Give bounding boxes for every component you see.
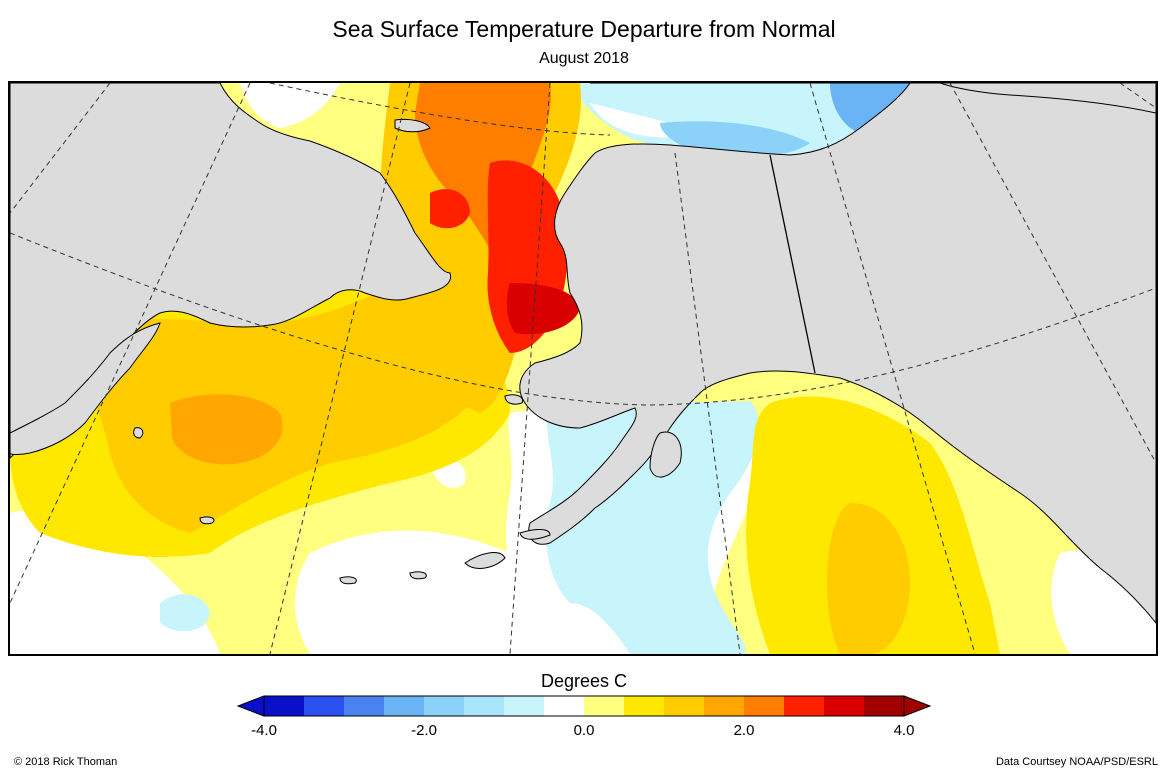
data-source-credit: Data Courtsey NOAA/PSD/ESRL xyxy=(995,756,1158,768)
hot-patch-nw xyxy=(430,189,470,229)
warm-patch-se-core xyxy=(827,503,910,654)
colorbar-segment xyxy=(264,696,304,716)
land-aleutian-3 xyxy=(409,571,427,580)
copyright-credit: © 2018 Rick Thoman xyxy=(14,756,118,768)
colorbar-segment xyxy=(624,696,664,716)
land xyxy=(10,83,1156,624)
map-subtitle: August 2018 xyxy=(539,50,629,67)
colorbar-segment xyxy=(504,696,544,716)
land-aleutian-4 xyxy=(339,576,357,585)
colorbar-low-arrow xyxy=(236,695,265,717)
land-commander xyxy=(133,427,144,439)
land-aleutian-5 xyxy=(199,516,215,525)
warm-orange-patch xyxy=(170,394,283,465)
land-alaska xyxy=(519,83,1156,624)
cool-patch-gulf xyxy=(546,401,760,654)
colorbar-segment xyxy=(744,696,784,716)
cool-patch-arctic xyxy=(570,83,910,160)
land-aleutian-1 xyxy=(464,552,506,569)
colorbar-segment xyxy=(824,696,864,716)
colorbar-segment xyxy=(384,696,424,716)
warm-mid-patch-bering xyxy=(70,273,483,533)
graticule-parallel-70 xyxy=(269,83,611,136)
colorbar-tick-label: 2.0 xyxy=(733,722,755,739)
colorbar-tick-label: -4.0 xyxy=(251,722,277,739)
graticule-meridian-6 xyxy=(809,83,976,654)
colorbar-segment xyxy=(304,696,344,716)
colorbar-tick-label: 0.0 xyxy=(573,722,595,739)
colorbar-segment xyxy=(664,696,704,716)
land-kodiak xyxy=(649,431,682,478)
graticule-meridian-2 xyxy=(10,83,251,604)
cool-strong-patch xyxy=(830,83,910,131)
land-aleutian-2 xyxy=(519,529,551,540)
colorbar-segment xyxy=(704,696,744,716)
graticule-meridian-5 xyxy=(674,152,741,654)
colorbar-segment xyxy=(424,696,464,716)
graticule-meridian-8 xyxy=(1119,83,1156,109)
colorbar-segment xyxy=(344,696,384,716)
graticule-parallel-60 xyxy=(10,232,1156,406)
land-victoria xyxy=(939,83,1156,114)
colorbar-segment xyxy=(544,696,584,716)
colorbar-segment xyxy=(464,696,504,716)
graticule-meridian-7 xyxy=(949,83,1156,464)
land-st-lawrence xyxy=(394,118,431,133)
legend-title: Degrees C xyxy=(540,671,628,691)
hottest-patch-norton xyxy=(506,283,580,335)
colorbar-high-arrow xyxy=(903,695,932,717)
neutral-patch-arctic xyxy=(240,83,340,128)
alaska-canada-border xyxy=(769,154,816,374)
map-title: Sea Surface Temperature Departure from N… xyxy=(332,16,836,42)
cool-patch-sw xyxy=(160,594,210,632)
graticule xyxy=(10,83,1156,654)
colorbar-segment xyxy=(864,696,904,716)
land-kamchatka-coast xyxy=(10,322,161,455)
colorbar-tick-label: 4.0 xyxy=(893,722,915,739)
colorbar-segment xyxy=(784,696,824,716)
warm-strong-patch-chukchi xyxy=(415,83,551,263)
colorbar xyxy=(236,695,932,717)
colorbar-outline xyxy=(263,695,905,717)
colorbar-tick-label: -2.0 xyxy=(411,722,437,739)
land-nunivak xyxy=(504,394,524,405)
graticule-meridian-3 xyxy=(269,83,411,654)
colorbar-segment xyxy=(584,696,624,716)
graticule-meridian-1 xyxy=(10,83,111,214)
sst-anomaly-map xyxy=(8,81,1158,656)
